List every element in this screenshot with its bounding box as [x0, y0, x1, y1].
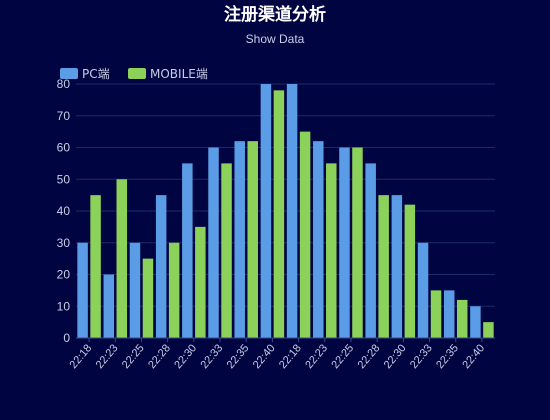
- y-tick-label: 80: [57, 77, 71, 91]
- x-tick-label: 22:28: [356, 342, 383, 371]
- bar-pc: [260, 84, 272, 338]
- bar-pc: [470, 306, 481, 338]
- x-tick-label: 22:40: [251, 342, 278, 371]
- bar-mobile: [456, 299, 468, 338]
- bar-mobile: [195, 226, 206, 339]
- bar-mobile: [142, 258, 154, 339]
- x-tick-label: 22:23: [94, 342, 121, 371]
- bar-pc: [365, 163, 376, 339]
- legend-item-pc[interactable]: PC端: [60, 67, 110, 81]
- bar-mobile: [430, 290, 442, 339]
- x-tick-label: 22:30: [382, 342, 409, 371]
- bar-pc: [234, 141, 245, 338]
- y-tick-label: 0: [63, 331, 70, 345]
- x-tick-label: 22:33: [198, 342, 225, 371]
- legend-swatch-pc: [60, 68, 78, 79]
- x-tick-label: 22:40: [460, 342, 487, 371]
- chart-title: 注册渠道分析: [224, 4, 326, 25]
- y-tick-label: 10: [57, 299, 71, 313]
- y-axis: 0 10 20 30 40 50 60 70 80: [57, 77, 71, 345]
- x-tick-label: 22:28: [146, 342, 173, 371]
- bar-pc: [286, 84, 298, 338]
- bar-pc: [391, 195, 403, 339]
- bar-mobile: [221, 163, 232, 339]
- bar-mobile: [247, 141, 258, 338]
- bar-pc: [129, 242, 141, 338]
- x-tick-label: 22:18: [277, 342, 304, 371]
- x-tick-label: 22:25: [329, 342, 356, 371]
- legend-swatch-mobile: [128, 68, 146, 79]
- bar-mobile: [116, 179, 128, 338]
- x-tick-label: 22:30: [172, 342, 199, 371]
- bar-mobile: [90, 195, 101, 339]
- legend: PC端 MOBILE端: [60, 67, 208, 81]
- bar-pc: [155, 195, 167, 339]
- y-tick-label: 20: [57, 268, 71, 282]
- x-tick-label: 22:25: [120, 342, 147, 371]
- y-tick-label: 30: [57, 236, 71, 250]
- x-tick-label: 22:18: [68, 342, 95, 371]
- bar-pc: [443, 290, 455, 339]
- bars: [77, 84, 494, 339]
- bar-mobile: [483, 322, 494, 339]
- bar-pc: [103, 274, 115, 338]
- y-tick-label: 70: [57, 109, 71, 123]
- x-tick-label: 22:35: [225, 342, 252, 371]
- bar-mobile: [326, 163, 337, 339]
- bar-mobile: [404, 204, 416, 338]
- y-tick-label: 40: [57, 204, 71, 218]
- bar-pc: [417, 242, 429, 338]
- bar-mobile: [299, 131, 311, 339]
- bar-pc: [208, 147, 219, 338]
- bar-pc: [182, 163, 193, 339]
- bar-pc: [77, 242, 88, 338]
- x-tick-label: 22:35: [434, 342, 461, 371]
- y-tick-label: 50: [57, 172, 71, 186]
- bar-mobile: [273, 90, 285, 338]
- chart-subtitle: Show Data: [246, 32, 305, 46]
- bar-mobile: [378, 195, 389, 339]
- legend-label-pc: PC端: [82, 67, 110, 81]
- legend-label-mobile: MOBILE端: [150, 67, 208, 81]
- x-tick-label: 22:23: [303, 342, 330, 371]
- bar-mobile: [168, 242, 180, 338]
- x-axis: 22:18 22:23 22:25 22:28 22:30 22:33 22:35 22:40…: [68, 337, 495, 371]
- y-tick-label: 60: [57, 141, 71, 155]
- legend-item-mobile[interactable]: MOBILE端: [128, 67, 208, 81]
- x-tick-label: 22:33: [408, 342, 435, 371]
- bar-pc: [339, 147, 350, 338]
- bar-pc: [313, 141, 324, 338]
- bar-mobile: [352, 147, 363, 338]
